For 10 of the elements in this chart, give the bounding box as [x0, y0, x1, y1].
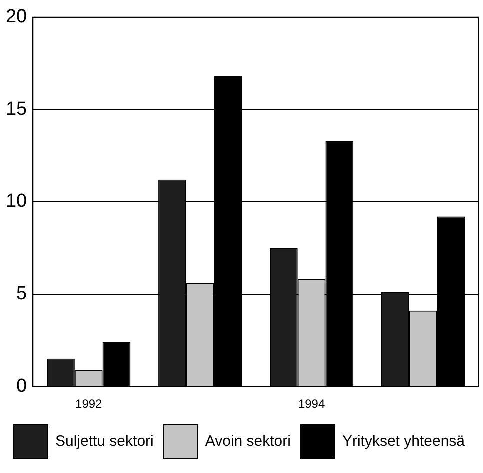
- y-tick-label: 15: [6, 98, 28, 120]
- y-tick-label: 5: [16, 284, 28, 305]
- legend-label: Avoin sektori: [205, 433, 291, 450]
- y-tick-label: 10: [6, 191, 28, 212]
- y-tick-label: 20: [6, 6, 28, 28]
- x-tick-label: 1994: [298, 397, 326, 412]
- x-tick-label: 1992: [76, 397, 103, 412]
- legend-label: Yritykset yhteensä: [342, 433, 466, 450]
- legend-label: Suljettu sektori: [55, 433, 154, 450]
- y-tick-label: 0: [16, 376, 28, 397]
